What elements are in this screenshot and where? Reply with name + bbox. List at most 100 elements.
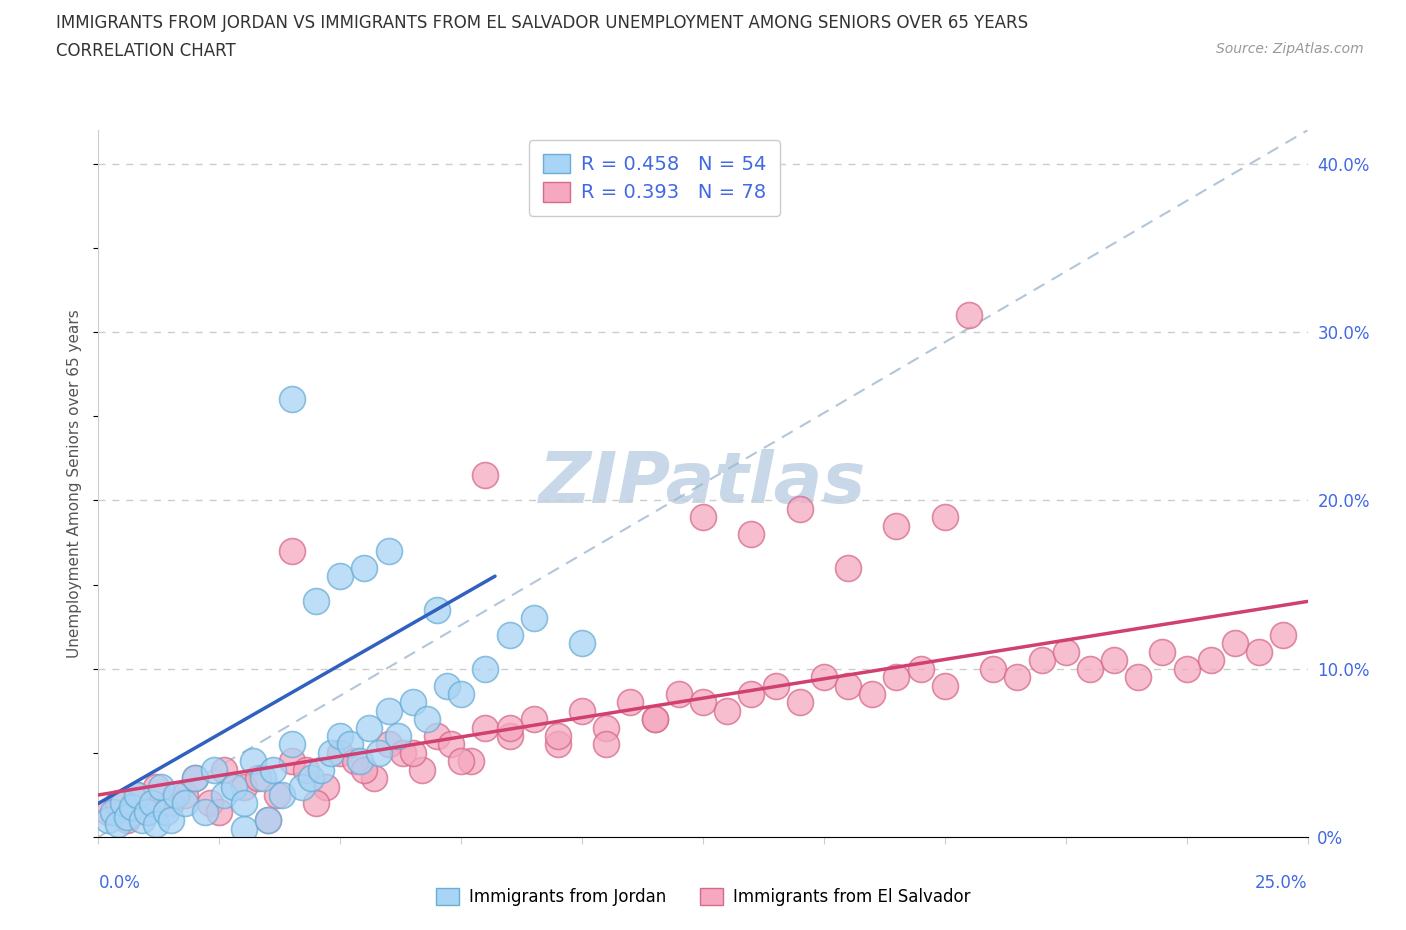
Point: [329, 728, 352, 743]
Point: [281, 754, 304, 769]
Point: [232, 779, 254, 794]
Text: Source: ZipAtlas.com: Source: ZipAtlas.com: [1216, 42, 1364, 56]
Point: [981, 661, 1004, 676]
Point: [1128, 670, 1150, 684]
Text: ZIPatlas: ZIPatlas: [540, 449, 866, 518]
Point: [1007, 670, 1029, 684]
Point: [1078, 661, 1101, 676]
Point: [305, 796, 328, 811]
Point: [886, 518, 908, 533]
Point: [160, 796, 183, 811]
Point: [740, 686, 762, 701]
Point: [363, 771, 385, 786]
Point: [299, 771, 322, 786]
Point: [402, 746, 425, 761]
Point: [498, 728, 520, 743]
Point: [595, 737, 617, 751]
Point: [416, 711, 439, 726]
Point: [692, 695, 714, 710]
Point: [668, 686, 690, 701]
Point: [765, 678, 787, 693]
Point: [145, 817, 167, 831]
Point: [222, 779, 245, 794]
Point: [204, 763, 226, 777]
Point: [256, 813, 278, 828]
Point: [1272, 628, 1295, 643]
Point: [305, 594, 328, 609]
Text: CORRELATION CHART: CORRELATION CHART: [56, 42, 236, 60]
Point: [813, 670, 835, 684]
Point: [837, 678, 859, 693]
Point: [155, 804, 177, 819]
Point: [212, 763, 235, 777]
Point: [174, 788, 197, 803]
Point: [212, 788, 235, 803]
Text: 25.0%: 25.0%: [1256, 874, 1308, 892]
Point: [571, 636, 593, 651]
Point: [426, 728, 449, 743]
Point: [97, 804, 120, 819]
Point: [160, 813, 183, 828]
Point: [1031, 653, 1053, 668]
Point: [353, 763, 375, 777]
Point: [309, 763, 332, 777]
Point: [716, 703, 738, 718]
Point: [910, 661, 932, 676]
Legend: Immigrants from Jordan, Immigrants from El Salvador: Immigrants from Jordan, Immigrants from …: [429, 881, 977, 912]
Point: [886, 670, 908, 684]
Point: [411, 763, 433, 777]
Point: [127, 788, 149, 803]
Point: [256, 813, 278, 828]
Point: [377, 703, 399, 718]
Point: [145, 779, 167, 794]
Text: 0.0%: 0.0%: [98, 874, 141, 892]
Point: [1223, 636, 1246, 651]
Point: [440, 737, 463, 751]
Point: [1102, 653, 1125, 668]
Point: [474, 468, 496, 483]
Point: [131, 813, 153, 828]
Point: [349, 754, 371, 769]
Point: [392, 746, 415, 761]
Point: [860, 686, 883, 701]
Point: [329, 569, 352, 584]
Point: [426, 603, 449, 618]
Point: [498, 628, 520, 643]
Point: [232, 821, 254, 836]
Point: [789, 501, 811, 516]
Point: [194, 804, 217, 819]
Point: [957, 308, 980, 323]
Point: [934, 678, 956, 693]
Legend: R = 0.458   N = 54, R = 0.393   N = 78: R = 0.458 N = 54, R = 0.393 N = 78: [529, 140, 780, 216]
Point: [474, 720, 496, 735]
Point: [644, 711, 666, 726]
Point: [107, 796, 129, 811]
Point: [547, 737, 569, 751]
Point: [595, 720, 617, 735]
Point: [436, 678, 458, 693]
Point: [387, 728, 409, 743]
Point: [135, 804, 157, 819]
Point: [523, 711, 546, 726]
Point: [498, 720, 520, 735]
Point: [232, 796, 254, 811]
Point: [1175, 661, 1198, 676]
Point: [571, 703, 593, 718]
Point: [290, 779, 312, 794]
Point: [281, 543, 304, 558]
Point: [281, 392, 304, 407]
Point: [252, 771, 274, 786]
Point: [450, 686, 472, 701]
Point: [359, 720, 381, 735]
Point: [281, 737, 304, 751]
Point: [127, 788, 149, 803]
Point: [339, 737, 361, 751]
Point: [295, 763, 318, 777]
Point: [619, 695, 641, 710]
Point: [1152, 644, 1174, 659]
Point: [1199, 653, 1222, 668]
Point: [644, 711, 666, 726]
Point: [343, 754, 366, 769]
Point: [117, 809, 139, 824]
Point: [450, 754, 472, 769]
